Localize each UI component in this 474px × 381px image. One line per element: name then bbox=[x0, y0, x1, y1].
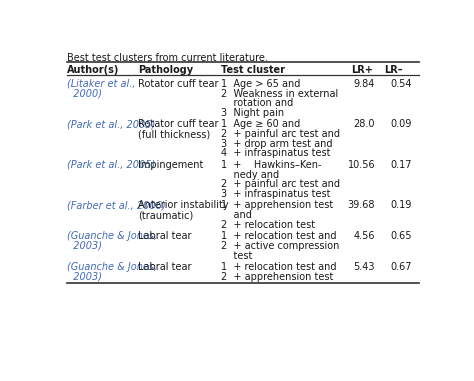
Text: 1  + relocation test and: 1 + relocation test and bbox=[221, 262, 337, 272]
Text: 0.65: 0.65 bbox=[391, 231, 412, 241]
Text: (Park et al., 2005): (Park et al., 2005) bbox=[66, 160, 155, 170]
Text: (Park et al., 2005): (Park et al., 2005) bbox=[66, 120, 155, 130]
Text: 2  + apprehension test: 2 + apprehension test bbox=[221, 272, 333, 282]
Text: 0.67: 0.67 bbox=[391, 262, 412, 272]
Text: 0.54: 0.54 bbox=[391, 79, 412, 89]
Text: Rotator cuff tear: Rotator cuff tear bbox=[138, 120, 219, 130]
Text: LR+: LR+ bbox=[351, 65, 373, 75]
Text: (Guanche & Jones,: (Guanche & Jones, bbox=[66, 262, 157, 272]
Text: 10.56: 10.56 bbox=[347, 160, 375, 170]
Text: Pathology: Pathology bbox=[138, 65, 193, 75]
Text: 2  + relocation test: 2 + relocation test bbox=[221, 220, 315, 230]
Text: 1  + relocation test and: 1 + relocation test and bbox=[221, 231, 337, 241]
Text: rotation and: rotation and bbox=[221, 98, 293, 108]
Text: (Litaker et al.,: (Litaker et al., bbox=[66, 79, 135, 89]
Text: Rotator cuff tear: Rotator cuff tear bbox=[138, 79, 219, 89]
Text: Impingement: Impingement bbox=[138, 160, 204, 170]
Text: 1  +    Hawkins–Ken-: 1 + Hawkins–Ken- bbox=[221, 160, 321, 170]
Text: 3  + infraspinatus test: 3 + infraspinatus test bbox=[221, 189, 330, 199]
Text: 0.17: 0.17 bbox=[391, 160, 412, 170]
Text: 9.84: 9.84 bbox=[354, 79, 375, 89]
Text: Labral tear: Labral tear bbox=[138, 231, 191, 241]
Text: and: and bbox=[221, 210, 252, 220]
Text: 2  + painful arc test and: 2 + painful arc test and bbox=[221, 129, 340, 139]
Text: Anterior instability: Anterior instability bbox=[138, 200, 229, 210]
Text: 2003): 2003) bbox=[66, 241, 101, 251]
Text: 39.68: 39.68 bbox=[347, 200, 375, 210]
Text: LR–: LR– bbox=[384, 65, 403, 75]
Text: 0.09: 0.09 bbox=[391, 120, 412, 130]
Text: (Guanche & Jones,: (Guanche & Jones, bbox=[66, 231, 157, 241]
Text: 2000): 2000) bbox=[66, 89, 101, 99]
Text: Labral tear: Labral tear bbox=[138, 262, 191, 272]
Text: test: test bbox=[221, 251, 252, 261]
Text: (traumatic): (traumatic) bbox=[138, 210, 193, 220]
Text: 4  + infraspinatus test: 4 + infraspinatus test bbox=[221, 149, 330, 158]
Text: 2003): 2003) bbox=[66, 272, 101, 282]
Text: 4.56: 4.56 bbox=[354, 231, 375, 241]
Text: Test cluster: Test cluster bbox=[221, 65, 285, 75]
Text: 3  Night pain: 3 Night pain bbox=[221, 108, 284, 118]
Text: 28.0: 28.0 bbox=[354, 120, 375, 130]
Text: 2  + active compression: 2 + active compression bbox=[221, 241, 339, 251]
Text: 1  Age > 65 and: 1 Age > 65 and bbox=[221, 79, 300, 89]
Text: (full thickness): (full thickness) bbox=[138, 129, 210, 139]
Text: 2  Weakness in external: 2 Weakness in external bbox=[221, 89, 338, 99]
Text: 0.19: 0.19 bbox=[391, 200, 412, 210]
Text: 1  + apprehension test: 1 + apprehension test bbox=[221, 200, 333, 210]
Text: (Farber et al., 2006): (Farber et al., 2006) bbox=[66, 200, 165, 210]
Text: 5.43: 5.43 bbox=[354, 262, 375, 272]
Text: 1  Age ≥ 60 and: 1 Age ≥ 60 and bbox=[221, 120, 300, 130]
Text: Best test clusters from current literature.: Best test clusters from current literatu… bbox=[66, 53, 267, 63]
Text: 3  + drop arm test and: 3 + drop arm test and bbox=[221, 139, 332, 149]
Text: 2  + painful arc test and: 2 + painful arc test and bbox=[221, 179, 340, 189]
Text: Author(s): Author(s) bbox=[66, 65, 119, 75]
Text: nedy and: nedy and bbox=[221, 170, 279, 179]
